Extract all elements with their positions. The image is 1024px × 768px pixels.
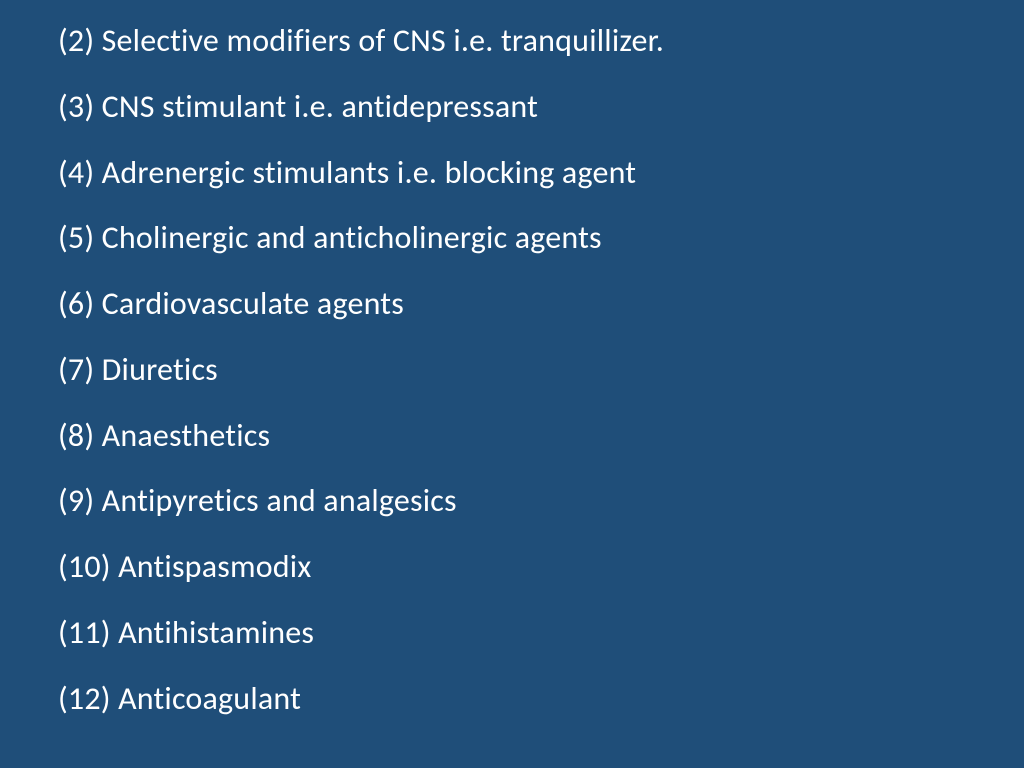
- list-item: (11) Antihistamines: [58, 614, 984, 652]
- list-item: (7) Diuretics: [58, 351, 984, 389]
- slide-body: (2) Selective modifiers of CNS i.e. tran…: [0, 0, 1024, 768]
- list-item: (6) Cardiovasculate agents: [58, 285, 984, 323]
- list-item: (9) Antipyretics and analgesics: [58, 482, 984, 520]
- numbered-list: (2) Selective modifiers of CNS i.e. tran…: [58, 22, 984, 745]
- list-item: (8) Anaesthetics: [58, 417, 984, 455]
- list-item: (5) Cholinergic and anticholinergic agen…: [58, 219, 984, 257]
- list-item: (3) CNS stimulant i.e. antidepressant: [58, 88, 984, 126]
- list-item: (12) Anticoagulant: [58, 680, 984, 718]
- list-item: (4) Adrenergic stimulants i.e. blocking …: [58, 154, 984, 192]
- list-item: (10) Antispasmodix: [58, 548, 984, 586]
- list-item: (2) Selective modifiers of CNS i.e. tran…: [58, 22, 984, 60]
